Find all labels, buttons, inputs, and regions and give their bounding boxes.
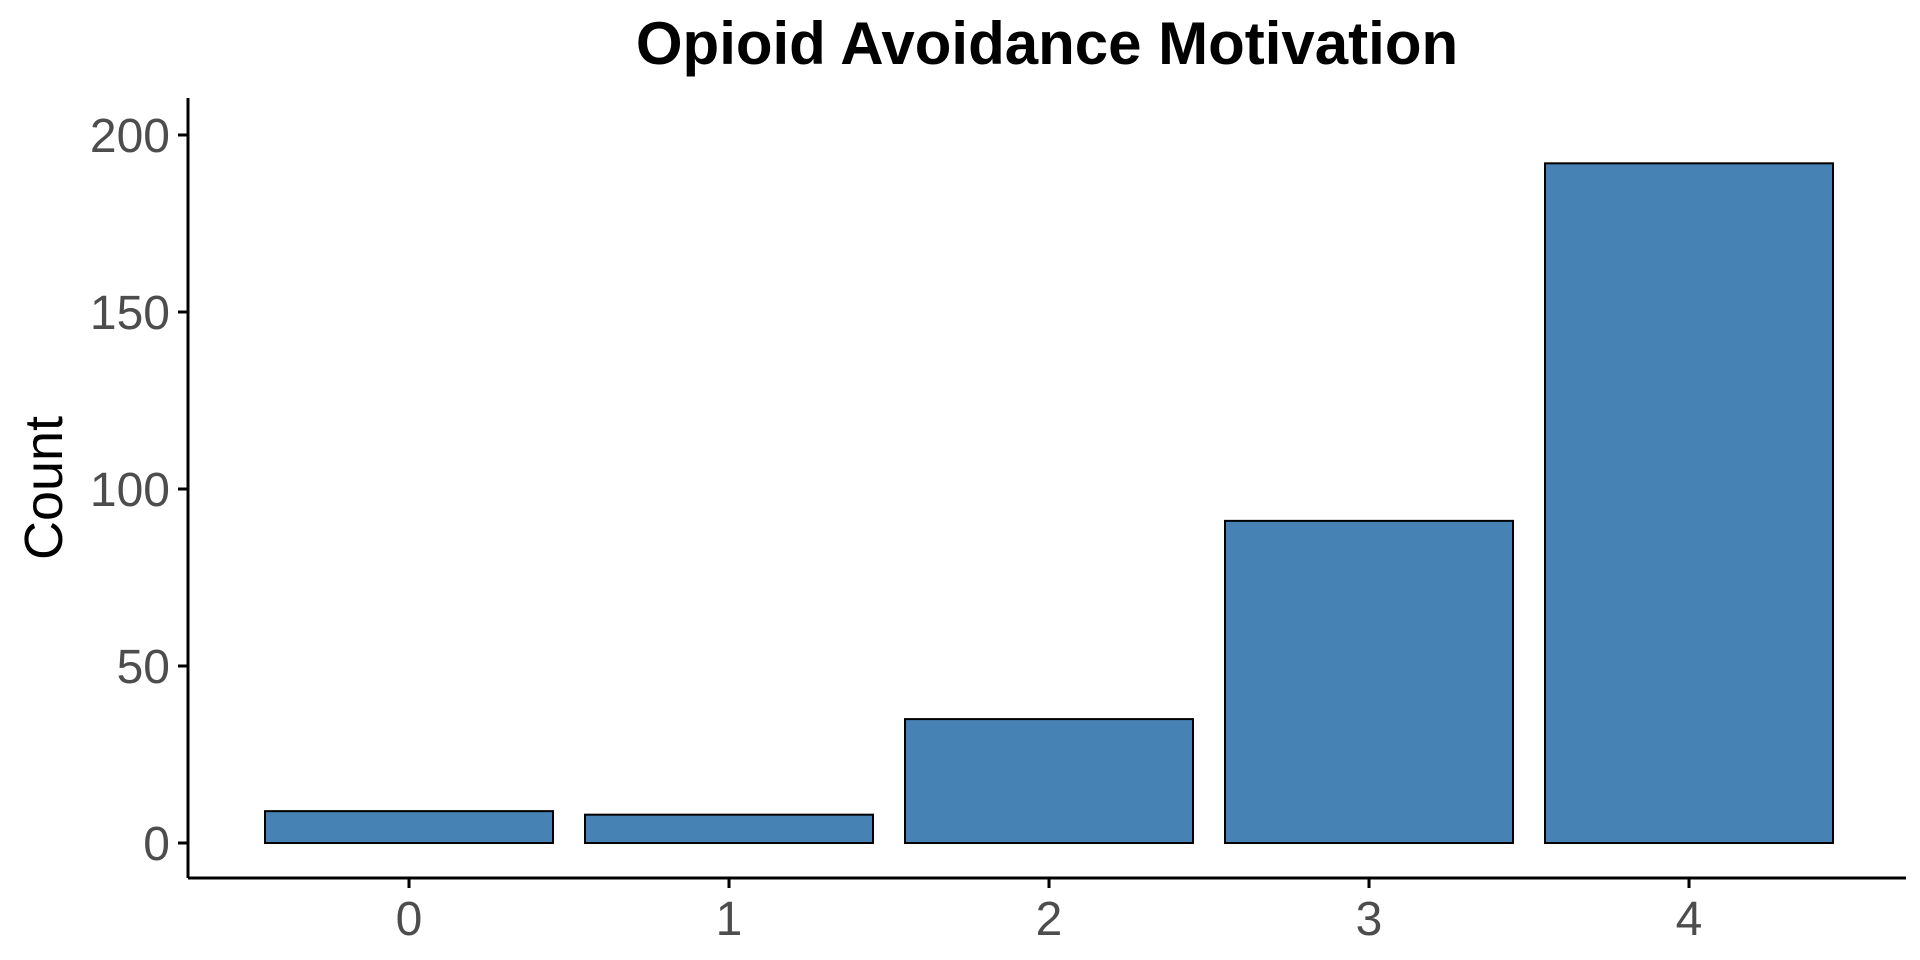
bar-3 <box>1224 519 1514 844</box>
x-tick-label-0: 0 <box>396 893 423 946</box>
y-tick-label-50: 50 <box>117 641 170 694</box>
x-tick-label-1: 1 <box>716 893 743 946</box>
x-tick-label-4: 4 <box>1676 893 1703 946</box>
y-axis-label: Count <box>14 416 74 560</box>
bar-4 <box>1544 162 1834 844</box>
y-tick-label-150: 150 <box>90 287 170 340</box>
bar-2 <box>904 718 1194 844</box>
plot-area: 0 50 100 150 200 0 1 2 3 4 <box>90 98 1906 946</box>
y-tick-label-200: 200 <box>90 110 170 163</box>
bar-1 <box>584 813 874 844</box>
bar-0 <box>264 810 554 845</box>
x-tick-label-2: 2 <box>1036 893 1063 946</box>
chart-title: Opioid Avoidance Motivation <box>636 10 1458 77</box>
x-tick-label-3: 3 <box>1356 893 1383 946</box>
y-tick-label-0: 0 <box>143 818 170 871</box>
y-tick-label-100: 100 <box>90 464 170 517</box>
